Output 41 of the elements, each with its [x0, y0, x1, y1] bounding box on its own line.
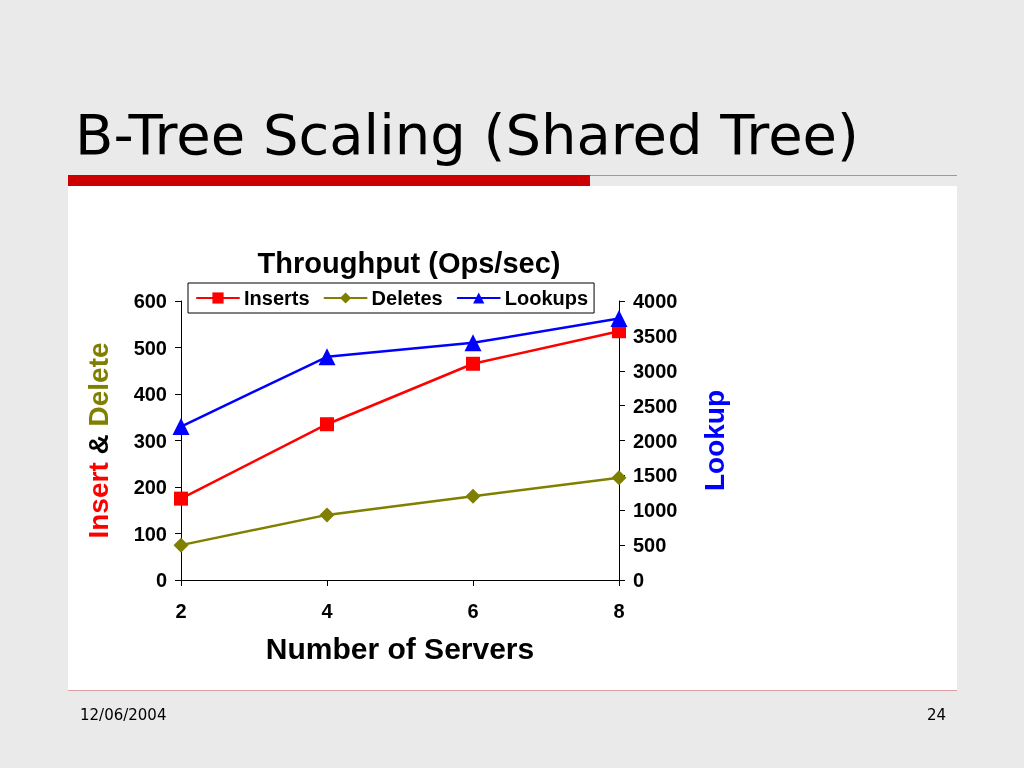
y-axis-title: Insert & Delete: [82, 342, 114, 539]
x-tick-label: 2: [175, 600, 187, 622]
y2-tick-label: 3000: [633, 359, 678, 382]
y2-tick-label: 1000: [633, 499, 678, 522]
point: [174, 491, 188, 506]
legend-label: Deletes: [371, 287, 443, 309]
y2-tick-label: 2500: [633, 394, 678, 417]
y2-tick-label: 500: [633, 534, 667, 557]
point: [466, 356, 480, 371]
y2-tick-label: 4000: [633, 290, 678, 312]
y-tick-label: 500: [133, 336, 167, 359]
point: [320, 417, 334, 432]
point: [464, 334, 482, 352]
y2-tick-label: 1500: [633, 464, 678, 487]
x-tick-label: 6: [467, 600, 479, 622]
point: [172, 418, 190, 436]
point: [319, 507, 335, 523]
x-axis-title: Number of Servers: [265, 631, 535, 665]
point: [173, 537, 189, 553]
chart-subtitle: Throughput (Ops/sec): [257, 246, 561, 279]
point: [318, 348, 336, 366]
point: [465, 488, 481, 504]
chart-title: B-Tree Scaling (Shared Tree): [75, 102, 859, 167]
y-tick-label: 400: [133, 383, 167, 405]
y-tick-label: 100: [133, 522, 167, 545]
y2-axis-title: Lookup: [698, 389, 730, 492]
point: [611, 470, 627, 486]
y-tick-label: 0: [155, 569, 167, 591]
text: 24: [926, 706, 946, 724]
point: [610, 309, 628, 327]
y2-tick-label: 2000: [633, 429, 678, 452]
text: 12/06/2004: [80, 706, 167, 724]
legend-label: Inserts: [244, 287, 310, 309]
x-tick-label: 8: [613, 600, 625, 622]
y-tick-label: 600: [133, 290, 167, 312]
y-tick-label: 200: [133, 476, 167, 498]
legend-label: Lookups: [504, 287, 589, 309]
y-tick-label: 300: [133, 429, 167, 452]
x-tick-label: 4: [321, 600, 334, 622]
y2-tick-label: 3500: [633, 324, 678, 347]
y2-tick-label: 0: [633, 569, 645, 591]
